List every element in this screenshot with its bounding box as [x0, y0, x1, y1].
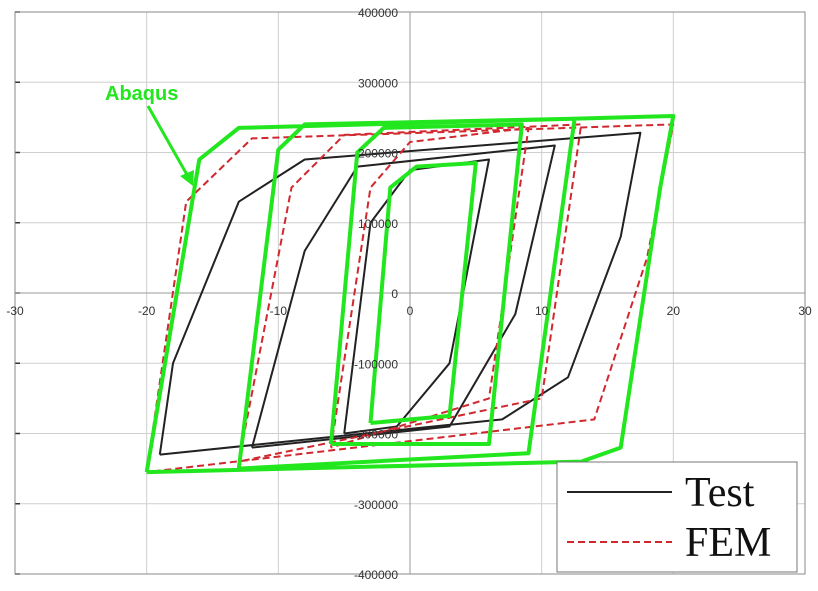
y-tick-label: -200000 — [354, 428, 398, 442]
annotation-arrowhead — [180, 170, 194, 186]
legend-label: Test — [685, 470, 755, 516]
annotation-arrow — [146, 105, 192, 181]
series-line — [144, 114, 676, 475]
x-tick-label: -10 — [270, 304, 288, 318]
y-tick-label: -100000 — [354, 357, 398, 371]
legend-box — [556, 461, 798, 573]
y-tick-label: -400000 — [354, 568, 398, 582]
y-tick-label: -300000 — [354, 498, 398, 512]
y-tick-label: 400000 — [358, 6, 398, 20]
x-tick-label: 30 — [798, 304, 812, 318]
x-tick-label: -30 — [6, 304, 24, 318]
x-tick-label: -20 — [138, 304, 156, 318]
x-tick-label: 10 — [535, 304, 549, 318]
x-tick-label: 0 — [407, 304, 414, 318]
y-tick-label: 200000 — [358, 147, 398, 161]
y-tick-label: 300000 — [358, 76, 398, 90]
annotation: Abaqus — [105, 83, 178, 105]
y-tick-label: 0 — [391, 287, 398, 301]
y-tick-label: 100000 — [358, 217, 398, 231]
series-line — [158, 131, 642, 456]
x-tick-label: 20 — [667, 304, 681, 318]
legend-label: FEM — [685, 520, 771, 566]
